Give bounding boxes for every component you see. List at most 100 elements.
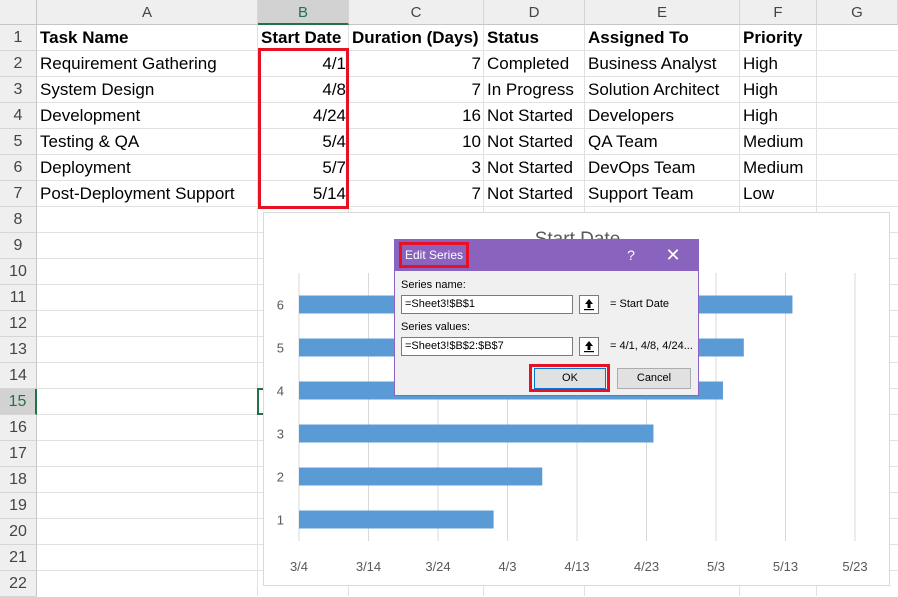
range-highlight-b2-b7 (258, 48, 349, 209)
series-name-field[interactable]: =Sheet3!$B$1 (401, 295, 573, 314)
x-tick-label: 4/23 (634, 559, 659, 574)
row-header-17[interactable]: 17 (0, 441, 37, 467)
cell-d7[interactable]: Not Started (487, 184, 573, 203)
cell-a6[interactable]: Deployment (40, 158, 131, 177)
row-header-8[interactable]: 8 (0, 207, 37, 233)
cell-e7[interactable]: Support Team (588, 184, 694, 203)
active-cell-b15[interactable] (257, 388, 265, 415)
cell-e4[interactable]: Developers (588, 106, 674, 125)
cell-f5[interactable]: Medium (743, 132, 804, 151)
collapse-dialog-icon[interactable] (579, 295, 599, 314)
series-values-field[interactable]: =Sheet3!$B$2:$B$7 (401, 337, 573, 356)
cell-c2[interactable]: 7 (471, 54, 481, 73)
cell-d6[interactable]: Not Started (487, 158, 573, 177)
close-icon[interactable]: ✕ (665, 245, 681, 265)
cell-e5[interactable]: QA Team (588, 132, 658, 151)
cell-a7[interactable]: Post-Deployment Support (40, 184, 235, 203)
marching-ants (262, 202, 346, 204)
cell-c1[interactable]: Duration (Days) (352, 28, 479, 47)
cell-a4[interactable]: Development (40, 106, 141, 125)
cell-c4[interactable]: 16 (462, 106, 481, 125)
row-header-9[interactable]: 9 (0, 233, 37, 259)
y-tick-label: 5 (277, 341, 284, 356)
cell-d4[interactable]: Not Started (487, 106, 573, 125)
cell-f2[interactable]: High (743, 54, 778, 73)
row-header-12[interactable]: 12 (0, 311, 37, 337)
row-header-14[interactable]: 14 (0, 363, 37, 389)
cell-e6[interactable]: DevOps Team (588, 158, 696, 177)
y-tick-label: 1 (277, 513, 284, 528)
cell-c5[interactable]: 10 (462, 132, 481, 151)
cell-b5[interactable]: 5/4 (322, 132, 346, 151)
column-header-d[interactable]: D (484, 0, 585, 25)
row-header-15[interactable]: 15 (0, 389, 37, 415)
cell-f1[interactable]: Priority (743, 28, 803, 47)
cell-b2[interactable]: 4/1 (322, 54, 346, 73)
cell-b7[interactable]: 5/14 (312, 184, 346, 203)
cell-a3[interactable]: System Design (40, 80, 155, 99)
bar-1[interactable] (299, 510, 494, 529)
row-header-13[interactable]: 13 (0, 337, 37, 363)
edit-series-dialog: Edit Series ? ✕ Series name: =Sheet3!$B$… (394, 239, 699, 396)
column-header-a[interactable]: A (37, 0, 258, 25)
cell-b6[interactable]: 5/7 (322, 158, 346, 177)
row-header-20[interactable]: 20 (0, 519, 37, 545)
cell-d5[interactable]: Not Started (487, 132, 573, 151)
row-header-3[interactable]: 3 (0, 77, 37, 103)
x-tick-label: 3/24 (425, 559, 450, 574)
cell-d1[interactable]: Status (487, 28, 539, 47)
cell-a5[interactable]: Testing & QA (40, 132, 140, 151)
gridline (37, 206, 898, 207)
ok-button[interactable]: OK (534, 368, 606, 389)
gridline (37, 102, 898, 103)
cell-e2[interactable]: Business Analyst (588, 54, 717, 73)
cell-a2[interactable]: Requirement Gathering (40, 54, 217, 73)
cell-f4[interactable]: High (743, 106, 778, 125)
row-header-4[interactable]: 4 (0, 103, 37, 129)
row-header-18[interactable]: 18 (0, 467, 37, 493)
x-tick-label: 3/4 (290, 559, 308, 574)
cell-f6[interactable]: Medium (743, 158, 804, 177)
cell-e1[interactable]: Assigned To (588, 28, 689, 47)
cell-f7[interactable]: Low (743, 184, 775, 203)
row-header-5[interactable]: 5 (0, 129, 37, 155)
row-header-21[interactable]: 21 (0, 545, 37, 571)
column-header-c[interactable]: C (349, 0, 484, 25)
cell-c6[interactable]: 3 (471, 158, 481, 177)
row-header-10[interactable]: 10 (0, 259, 37, 285)
column-header-f[interactable]: F (740, 0, 817, 25)
y-tick-label: 4 (277, 384, 284, 399)
row-header-16[interactable]: 16 (0, 415, 37, 441)
select-all-corner[interactable] (0, 0, 37, 25)
row-header-1[interactable]: 1 (0, 25, 37, 51)
cell-d3[interactable]: In Progress (487, 80, 574, 99)
cell-b3[interactable]: 4/8 (322, 80, 346, 99)
x-tick-label: 5/3 (707, 559, 725, 574)
dialog-titlebar[interactable]: Edit Series ? ✕ (395, 240, 698, 271)
cancel-button[interactable]: Cancel (617, 368, 691, 389)
row-header-19[interactable]: 19 (0, 493, 37, 519)
help-icon[interactable]: ? (627, 247, 635, 263)
series-name-preview: = Start Date (610, 298, 670, 310)
column-header-b[interactable]: B (258, 0, 349, 25)
cell-b4[interactable]: 4/24 (312, 106, 346, 125)
cell-b1[interactable]: Start Date (261, 28, 342, 47)
row-header-2[interactable]: 2 (0, 51, 37, 77)
bar-3[interactable] (299, 424, 654, 443)
x-tick-label: 5/13 (773, 559, 798, 574)
collapse-dialog-icon[interactable] (579, 337, 599, 356)
cell-a1[interactable]: Task Name (40, 28, 129, 47)
cell-e3[interactable]: Solution Architect (588, 80, 720, 99)
column-header-g[interactable]: G (817, 0, 898, 25)
row-header-6[interactable]: 6 (0, 155, 37, 181)
column-header-e[interactable]: E (585, 0, 740, 25)
cell-f3[interactable]: High (743, 80, 778, 99)
bar-2[interactable] (299, 467, 543, 486)
row-header-7[interactable]: 7 (0, 181, 37, 207)
gridline (37, 154, 898, 155)
cell-c7[interactable]: 7 (471, 184, 481, 203)
cell-c3[interactable]: 7 (471, 80, 481, 99)
row-header-11[interactable]: 11 (0, 285, 37, 311)
cell-d2[interactable]: Completed (487, 54, 570, 73)
row-header-22[interactable]: 22 (0, 571, 37, 597)
